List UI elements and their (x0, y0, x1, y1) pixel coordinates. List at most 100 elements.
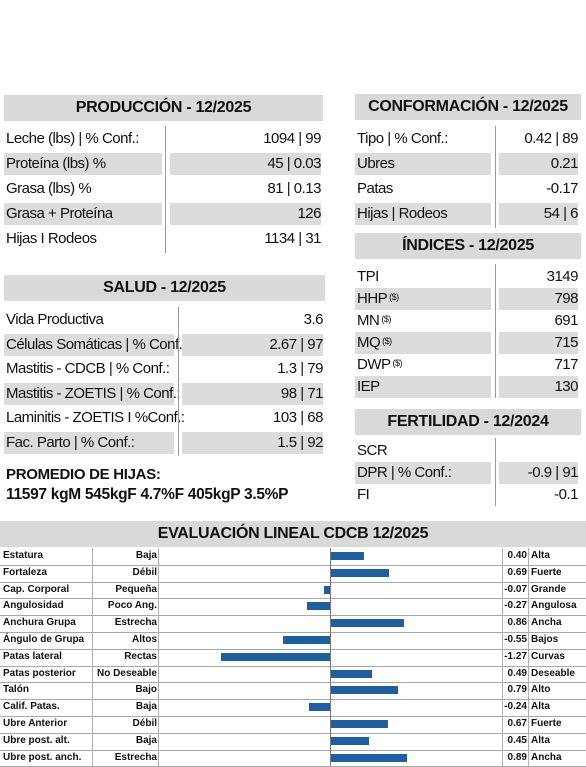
evaluacion-divider-left (92, 548, 93, 767)
promedio-title: PROMEDIO DE HIJAS: (6, 466, 161, 483)
salud-value: 2.67 | 97 (182, 333, 324, 356)
fertilidad-value (499, 440, 578, 462)
evaluacion-header: EVALUACIÓN LINEAL CDCB 12/2025 (0, 521, 586, 547)
evaluacion-high-label: Curvas (531, 650, 565, 662)
indices-label: HHP ($) (355, 288, 491, 310)
produccion-label: Leche (lbs) | % Conf.: (6, 130, 139, 147)
evaluacion-row: Talón Bajo 0.79 Alto (0, 682, 586, 701)
evaluacion-trait: Ubre Anterior (3, 718, 68, 729)
evaluacion-trait: Angulosidad (3, 600, 64, 612)
indices-label-sup: ($) (382, 336, 392, 346)
salud-header: SALUD - 12/2025 (4, 275, 325, 301)
indices-value: 798 (499, 288, 579, 310)
evaluacion-value: -1.27 (504, 650, 527, 662)
salud-label: Células Somáticas | % Conf.: (4, 333, 186, 356)
evaluacion-value: 0.45 (507, 734, 527, 746)
evaluacion-bar (323, 585, 330, 594)
evaluacion-high-label: Alta (531, 550, 550, 561)
fertilidad-label: FI (357, 486, 370, 503)
evaluacion-high-label: Bajos (531, 634, 559, 645)
conformacion-row: Patas -0.17 (355, 178, 579, 200)
salud-row: Mastitis - ZOETIS | % Conf.: 98 | 71 (4, 382, 324, 405)
indices-row: TPI 3149 (355, 266, 579, 288)
produccion-value: 45 | 0.03 (170, 153, 322, 175)
salud-row: Células Somáticas | % Conf.: 2.67 | 97 (4, 333, 324, 356)
indices-value: 691 (554, 312, 578, 329)
evaluacion-high-label: Angulosa (531, 600, 577, 612)
evaluacion-value: 0.67 (507, 718, 527, 729)
evaluacion-low-label: Baja (135, 734, 157, 746)
evaluacion-row: Ubre Anterior Débil 0.67 Fuerte (0, 716, 586, 734)
produccion-value: 1134 | 31 (264, 230, 321, 247)
produccion-row: Proteína (lbs) % 45 | 0.03 (4, 153, 322, 175)
indices-label: IEP (355, 376, 491, 398)
produccion-value: 1094 | 99 (263, 130, 321, 147)
evaluacion-row: Fortaleza Débil 0.69 Fuerte (0, 565, 586, 583)
indices-label: DWP ($) (357, 356, 402, 373)
salud-label: Mastitis - CDCB | % Conf.: (6, 360, 170, 377)
produccion-label: Proteína (lbs) % (4, 153, 162, 175)
conformacion-value: -0.17 (546, 180, 578, 197)
evaluacion-low-label: Altos (132, 634, 157, 645)
evaluacion-high-label: Fuerte (531, 566, 562, 578)
evaluacion-trait: Ubre post. anch. (3, 751, 82, 763)
produccion-value: 81 | 0.13 (267, 180, 321, 197)
evaluacion-low-label: Baja (135, 550, 157, 561)
evaluacion-low-label: No Deseable (96, 667, 157, 679)
evaluacion-high-label: Alto (531, 684, 551, 696)
evaluacion-trait: Ángulo de Grupa (3, 634, 85, 645)
evaluacion-bar (330, 669, 373, 678)
indices-value: 3149 (546, 268, 579, 285)
produccion-row: Grasa (lbs) % 81 | 0.13 (4, 178, 322, 200)
promedio-text: 11597 kgM 545kgF 4.7%F 405kgP 3.5%P (6, 486, 289, 503)
evaluacion-row: Estatura Baja 0.40 Alta (0, 548, 586, 566)
salud-value: 103 | 68 (273, 409, 323, 426)
salud-label: Laminitis - ZOETIS I %Conf.: (6, 409, 185, 426)
evaluacion-trait: Estatura (3, 550, 44, 561)
evaluacion-low-label: Débil (132, 718, 157, 729)
conformacion-value: 0.21 (499, 153, 579, 175)
evaluacion-trait: Patas lateral (3, 650, 62, 662)
evaluacion-value: 0.89 (507, 751, 527, 763)
salud-label: Mastitis - ZOETIS | % Conf.: (4, 382, 181, 405)
evaluacion-row: Anchura Grupa Estrecha 0.86 Ancha (0, 615, 586, 633)
evaluacion-high-label: Grande (531, 583, 567, 595)
evaluacion-bar (282, 636, 330, 644)
evaluacion-low-label: Estrecha (114, 751, 157, 763)
salud-value: 1.5 | 92 (182, 431, 324, 454)
indices-label: TPI (357, 268, 379, 285)
indices-header: ÍNDICES - 12/2025 (355, 233, 581, 259)
evaluacion-trait: Cap. Corporal (3, 583, 70, 595)
evaluacion-low-label: Poco Ang. (107, 600, 157, 612)
evaluacion-divider-plot-right (502, 548, 503, 767)
indices-label-sup: ($) (389, 292, 399, 302)
indices-label: MN ($) (357, 312, 391, 329)
indices-row: MN ($) 691 (355, 310, 579, 332)
conformacion-row: Ubres 0.21 (355, 153, 579, 175)
indices-value: 130 (499, 376, 579, 398)
evaluacion-trait: Fortaleza (3, 566, 47, 578)
evaluacion-bar (330, 736, 369, 745)
evaluacion-trait: Talón (3, 684, 29, 696)
evaluacion-row: Cap. Corporal Pequeña -0.07 Grande (0, 582, 586, 600)
conformacion-row: Tipo | % Conf.: 0.42 | 89 (355, 128, 579, 150)
produccion-row: Hijas I Rodeos 1134 | 31 (4, 228, 322, 250)
evaluacion-bar (306, 602, 330, 611)
evaluacion-row: Ubre post. anch. Estrecha 0.89 Ancha (0, 750, 586, 767)
evaluacion-high-label: Ancha (531, 617, 562, 629)
indices-row: HHP ($) 798 (355, 288, 579, 310)
evaluacion-bar (330, 720, 388, 728)
fertilidad-divider (495, 438, 496, 506)
evaluacion-low-label: Pequeña (115, 583, 157, 595)
conformacion-label: Patas (357, 180, 393, 197)
evaluacion-low-label: Rectas (124, 650, 157, 662)
evaluacion-trait: Ubre post. alt. (3, 734, 70, 746)
evaluacion-high-label: Ancha (531, 751, 562, 763)
evaluacion-high-label: Alta (531, 701, 550, 713)
evaluacion-trait: Calif. Patas. (3, 701, 60, 713)
evaluacion-divider-plot-left (158, 548, 159, 767)
indices-label: MQ ($) (355, 332, 491, 354)
evaluacion-row: Patas lateral Rectas -1.27 Curvas (0, 649, 586, 667)
evaluacion-high-label: Alta (531, 734, 550, 746)
evaluacion-bar (330, 552, 365, 560)
